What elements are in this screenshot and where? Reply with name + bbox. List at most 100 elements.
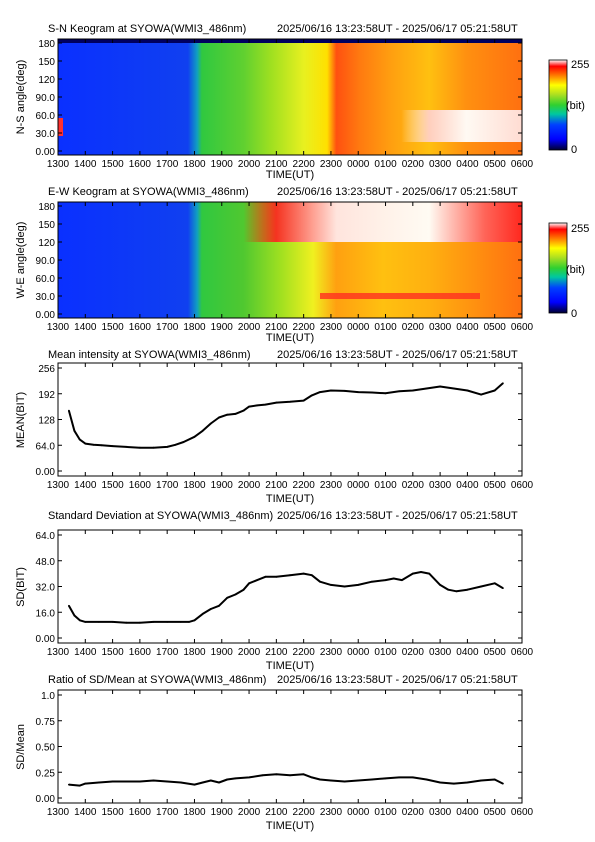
ratio-chart-data-point <box>111 780 114 783</box>
sd-chart-data-point <box>392 577 395 580</box>
sn-keogram-ytick-label: 90.0 <box>36 93 56 104</box>
sd-chart-data-point <box>401 579 403 581</box>
sd-chart-data-point <box>242 588 245 591</box>
sd-chart-ytick-label: 32.0 <box>36 583 56 594</box>
ratio-chart-data-point <box>226 778 229 781</box>
mean-chart-data-point <box>234 413 237 415</box>
ew-keogram-xtick-label: 0400 <box>456 322 479 333</box>
ratio-chart-xtick-label: 2200 <box>293 807 316 818</box>
ew-keogram-xtick-label: 0600 <box>511 322 534 333</box>
sd-chart-xtick-label: 0000 <box>347 647 370 658</box>
sd-chart-data-point <box>502 587 504 589</box>
sd-chart-data-point <box>302 572 305 575</box>
mean-chart-xtick-label: 1700 <box>156 480 179 491</box>
ratio-chart-data-point <box>310 776 313 779</box>
ew-keogram-xtick-label: 0300 <box>429 322 452 333</box>
mean-chart-xtick-label: 1600 <box>129 480 152 491</box>
sd-chart-data-point <box>152 621 155 623</box>
mean-chart-xtick-label: 2200 <box>293 480 316 491</box>
ew-keogram-xtick-label: 0100 <box>374 322 397 333</box>
mean-chart-data-point <box>242 409 245 412</box>
ratio-chart-data-point <box>201 781 204 784</box>
sd-chart-data-point <box>480 585 482 588</box>
sd-chart-xtick-label: 0500 <box>484 647 507 658</box>
mean-chart-data-point <box>411 389 414 392</box>
ratio-chart-ytick-label: 1.0 <box>41 691 55 702</box>
ew-keogram-xtick-label: 2100 <box>265 322 288 333</box>
sd-chart-data-point <box>343 585 346 588</box>
sn-keogram-xtick-label: 2200 <box>293 159 316 170</box>
sn-keogram-xtick-label: 0000 <box>347 159 370 170</box>
ratio-chart-xtick-label: 0000 <box>347 807 370 818</box>
mean-chart-data-point <box>152 446 155 449</box>
sn-keogram-red-left-edge <box>58 118 63 136</box>
sn-colorbar-max: 255 <box>571 59 589 71</box>
sd-chart-data-point <box>357 584 360 586</box>
ratio-chart-data-point <box>78 784 81 787</box>
sd-chart-xtick-label: 0600 <box>511 647 534 658</box>
mean-chart-data-point <box>78 438 81 441</box>
ratio-chart-xtick-label: 1400 <box>74 807 97 818</box>
sn-keogram-xtick-label: 0200 <box>402 159 425 170</box>
sd-chart-data-point <box>179 621 182 623</box>
sn-colorbar <box>548 59 568 151</box>
ratio-chart-xtick-label: 1900 <box>211 807 234 818</box>
mean-chart-xtick-label: 1300 <box>47 480 70 491</box>
ratio-chart: Ratio of SD/Mean at SYOWA(WMI3_486nm) 202… <box>15 674 534 832</box>
ew-colorbar-unit: (bit) <box>566 264 585 276</box>
sd-chart-ytick-label: 48.0 <box>36 557 56 568</box>
mean-chart-data-point <box>100 444 103 447</box>
mean-chart-data-point <box>398 390 401 393</box>
mean-chart-data-point <box>310 394 313 397</box>
sn-keogram-xaxis: 1300 1400 1500 1600 1700 1800 1900 2000 2100 2200… <box>47 39 534 170</box>
mean-chart-ytick-label: 128 <box>38 416 55 427</box>
ratio-chart-xtick-label: 0200 <box>402 807 425 818</box>
ew-keogram-xtick-label: 1700 <box>156 322 179 333</box>
ratio-chart-data-point <box>343 780 346 783</box>
mean-chart-frame <box>57 362 523 477</box>
ew-keogram-xtick-label: 0200 <box>402 322 425 333</box>
sn-keogram-xtick-label: 0400 <box>456 159 479 170</box>
sn-keogram-dark-top-band <box>58 39 522 43</box>
sn-keogram-xtick-label: 1500 <box>101 159 124 170</box>
ratio-chart-data-point <box>179 781 182 784</box>
ew-keogram-xtick-label: 2200 <box>293 322 316 333</box>
ratio-chart-data-point <box>125 780 128 783</box>
ratio-chart-xtick-label: 1800 <box>183 807 206 818</box>
sn-keogram-time-range: 2025/06/16 13:23:58UT - 2025/06/17 05:21… <box>277 23 518 35</box>
ratio-chart-data-point <box>502 782 504 785</box>
ratio-chart-time-range: 2025/06/16 13:23:58UT - 2025/06/17 05:21… <box>277 674 518 686</box>
mean-chart-xtick-label: 1400 <box>74 480 97 491</box>
sd-chart-frame <box>57 529 523 644</box>
mean-chart-data-point <box>302 399 305 402</box>
mean-chart-data-point <box>493 389 496 392</box>
sd-chart-xtick-label: 0100 <box>374 647 397 658</box>
mean-chart-data-point <box>357 391 360 393</box>
sd-chart-title: Standard Deviation at SYOWA(WMI3_486nm) <box>48 510 273 522</box>
mean-chart-xtick-label: 2100 <box>265 480 288 491</box>
ratio-chart-data-point <box>234 777 237 780</box>
ratio-chart-data-point <box>384 777 387 780</box>
ew-keogram-xtick-label: 0500 <box>484 322 507 333</box>
sd-chart-xtick-label: 1300 <box>47 647 70 658</box>
sd-chart-series-line <box>68 571 504 624</box>
mean-chart-xtick-label: 0400 <box>456 480 479 491</box>
mean-chart-ytick-label: 256 <box>38 364 55 375</box>
sd-chart-data-point <box>234 593 237 596</box>
ratio-chart-data-point <box>248 776 251 779</box>
ratio-chart-ylabel: SD/Mean <box>15 724 27 770</box>
sd-chart-xtick-label: 0400 <box>456 647 479 658</box>
mean-chart-xtick-label: 0100 <box>374 480 397 491</box>
line-charts: Mean intensity at SYOWA(WMI3_486nm) 2025/… <box>15 349 534 832</box>
mean-chart-data-point <box>111 445 114 447</box>
ew-keogram-xtick-label: 0000 <box>347 322 370 333</box>
sd-chart-xtick-label: 2200 <box>293 647 316 658</box>
sd-chart-xtick-label: 1900 <box>211 647 234 658</box>
mean-chart-xtick-label: 1900 <box>211 480 234 491</box>
sd-chart-data-point <box>68 604 70 607</box>
ew-keogram-xlabel: TIME(UT) <box>266 332 314 344</box>
ew-colorbar-max: 255 <box>571 223 589 235</box>
mean-chart-ytick-label: 192 <box>38 390 55 401</box>
mean-chart-data-point <box>330 389 332 392</box>
ratio-chart-data-point <box>425 778 428 781</box>
